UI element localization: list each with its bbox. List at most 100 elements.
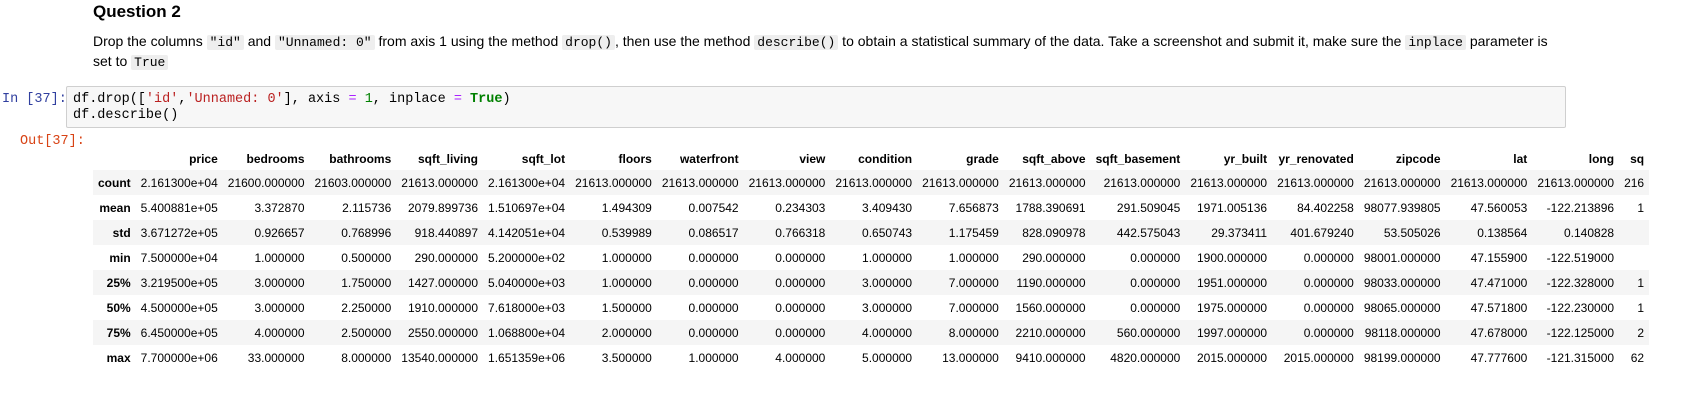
table-cell: 3.409430 [862, 200, 913, 215]
table-cell: 0.000000 [775, 275, 826, 290]
table-header-row: price bedrooms bathrooms sqft_living sqft_lo… [93, 148, 1649, 170]
code-input-area[interactable]: df.drop(['id','Unnamed: 0'], axis = 1, i… [66, 86, 1566, 128]
table-cell: -122.125000 [1546, 325, 1615, 340]
column-header: sqft_above [1022, 152, 1086, 166]
table-cell: 1.068800e+04 [488, 325, 566, 340]
table-cell: 21613.000000 [401, 175, 479, 190]
table-cell: 21613.000000 [748, 175, 826, 190]
table-cell: 98001.000000 [1363, 250, 1441, 265]
table-row: 50% 4.500000e+05 3.000000 2.250000 1910.0000… [93, 295, 1649, 320]
table-cell: 2.115736 [342, 200, 392, 215]
table-cell: -122.519000 [1546, 250, 1615, 265]
table-cell: -121.315000 [1546, 350, 1615, 365]
row-label: 25% [106, 275, 131, 290]
table-cell: 2 [1637, 325, 1645, 340]
inline-code: inplace [1405, 35, 1466, 50]
row-label: min [109, 250, 131, 265]
table-cell: 21613.000000 [661, 175, 739, 190]
column-header: sqft_lot [521, 152, 566, 166]
column-header: zipcode [1395, 152, 1441, 166]
column-header: yr_renovated [1278, 152, 1354, 166]
table-cell: 21600.000000 [227, 175, 305, 190]
row-label: count [98, 175, 131, 190]
table-cell: 47.560053 [1470, 200, 1528, 215]
table-cell: 2.500000 [341, 325, 392, 340]
column-header: view [799, 152, 826, 166]
column-header: bedrooms [246, 152, 305, 166]
table-row: max 7.700000e+06 33.000000 8.000000 13540.00… [93, 345, 1649, 370]
table-cell: 47.678000 [1470, 325, 1528, 340]
table-cell: 21613.000000 [1537, 175, 1615, 190]
table-cell: 21613.000000 [1277, 175, 1354, 190]
table-cell: 7.500000e+04 [140, 250, 218, 265]
table-cell: 13.000000 [942, 350, 999, 365]
table-cell: 1.510697e+04 [488, 200, 566, 215]
table-cell: 62 [1630, 350, 1645, 365]
table-cell: 3.372870 [254, 200, 305, 215]
table-cell: 442.575043 [1116, 225, 1181, 240]
code-operator: = [453, 92, 462, 107]
table-cell: 47.777600 [1470, 350, 1528, 365]
table-cell: 1.000000 [601, 250, 652, 265]
table-cell: 0.000000 [775, 250, 826, 265]
inline-code: describe() [754, 35, 839, 50]
table-cell: 1 [1637, 200, 1645, 215]
row-label: max [106, 350, 131, 365]
table-cell: 0.000000 [688, 275, 739, 290]
code-string: 'Unnamed: 0' [186, 92, 284, 107]
question-title: Question 2 [93, 2, 181, 21]
table-cell: 1.000000 [862, 250, 913, 265]
table-body: count 2.161300e+04 21600.000000 21603.00000… [93, 170, 1650, 370]
table-cell: 0.140828 [1564, 225, 1615, 240]
table-cell: 21613.000000 [835, 175, 913, 190]
table-cell: 21613.000000 [922, 175, 999, 190]
table-cell: 7.700000e+06 [140, 350, 218, 365]
table-cell: 13540.000000 [401, 350, 479, 365]
table-cell: 4.000000 [775, 350, 826, 365]
column-header: sqft_living [418, 152, 479, 166]
table-cell: 1975.000000 [1196, 300, 1268, 315]
table-row: min 7.500000e+04 1.000000 0.500000 290.00000… [93, 245, 1649, 270]
row-label: 75% [106, 325, 131, 340]
instruction-text: to obtain a statistical summary of the d… [838, 33, 1406, 49]
table-cell: 0.000000 [1130, 300, 1181, 315]
table-cell: 2.161300e+04 [140, 175, 218, 190]
column-header: bathrooms [329, 152, 392, 166]
code-operator: = [348, 92, 357, 107]
table-cell: 3.219500e+05 [140, 275, 218, 290]
table-cell: 98033.000000 [1363, 275, 1441, 290]
table-cell: 84.402258 [1297, 200, 1354, 215]
table-cell: 0.000000 [1303, 275, 1354, 290]
table-cell: 7.618000e+03 [488, 300, 566, 315]
table-cell: 1.000000 [948, 250, 999, 265]
table-cell: 98118.000000 [1364, 325, 1441, 340]
table-cell: 21613.000000 [1363, 175, 1441, 190]
table-cell: 401.679240 [1290, 225, 1354, 240]
code-token: df.drop([ [73, 92, 146, 107]
table-cell: 53.505026 [1383, 225, 1441, 240]
column-header: sq [1630, 152, 1645, 166]
table-cell: 1900.000000 [1196, 250, 1268, 265]
inline-code: drop() [562, 35, 615, 50]
column-header [93, 148, 136, 170]
table-cell: 0.000000 [1303, 300, 1354, 315]
code-token: , [178, 92, 187, 107]
table-cell: 29.373411 [1211, 225, 1268, 240]
table-cell: 98199.000000 [1363, 350, 1441, 365]
instruction-text: Drop the columns [93, 33, 207, 49]
table-cell: 1 [1637, 275, 1645, 290]
column-header: sqft_basement [1095, 152, 1181, 166]
code-token: ], axis [283, 92, 349, 107]
describe-output-table: price bedrooms bathrooms sqft_living sqft_lo… [93, 148, 1650, 370]
table-cell: -122.213896 [1546, 200, 1615, 215]
table-cell: 918.440897 [414, 225, 479, 240]
row-label: mean [99, 200, 131, 215]
table-cell: 2550.000000 [407, 325, 479, 340]
table-cell: 5.000000 [862, 350, 913, 365]
table-row: 75% 6.450000e+05 4.000000 2.500000 2550.0000… [93, 320, 1650, 345]
table-cell: 98065.000000 [1363, 300, 1441, 315]
code-token: , inplace [372, 92, 454, 107]
table-cell: 2015.000000 [1196, 350, 1268, 365]
code-line: df.describe() [73, 108, 179, 123]
table-cell: 0.000000 [688, 325, 739, 340]
